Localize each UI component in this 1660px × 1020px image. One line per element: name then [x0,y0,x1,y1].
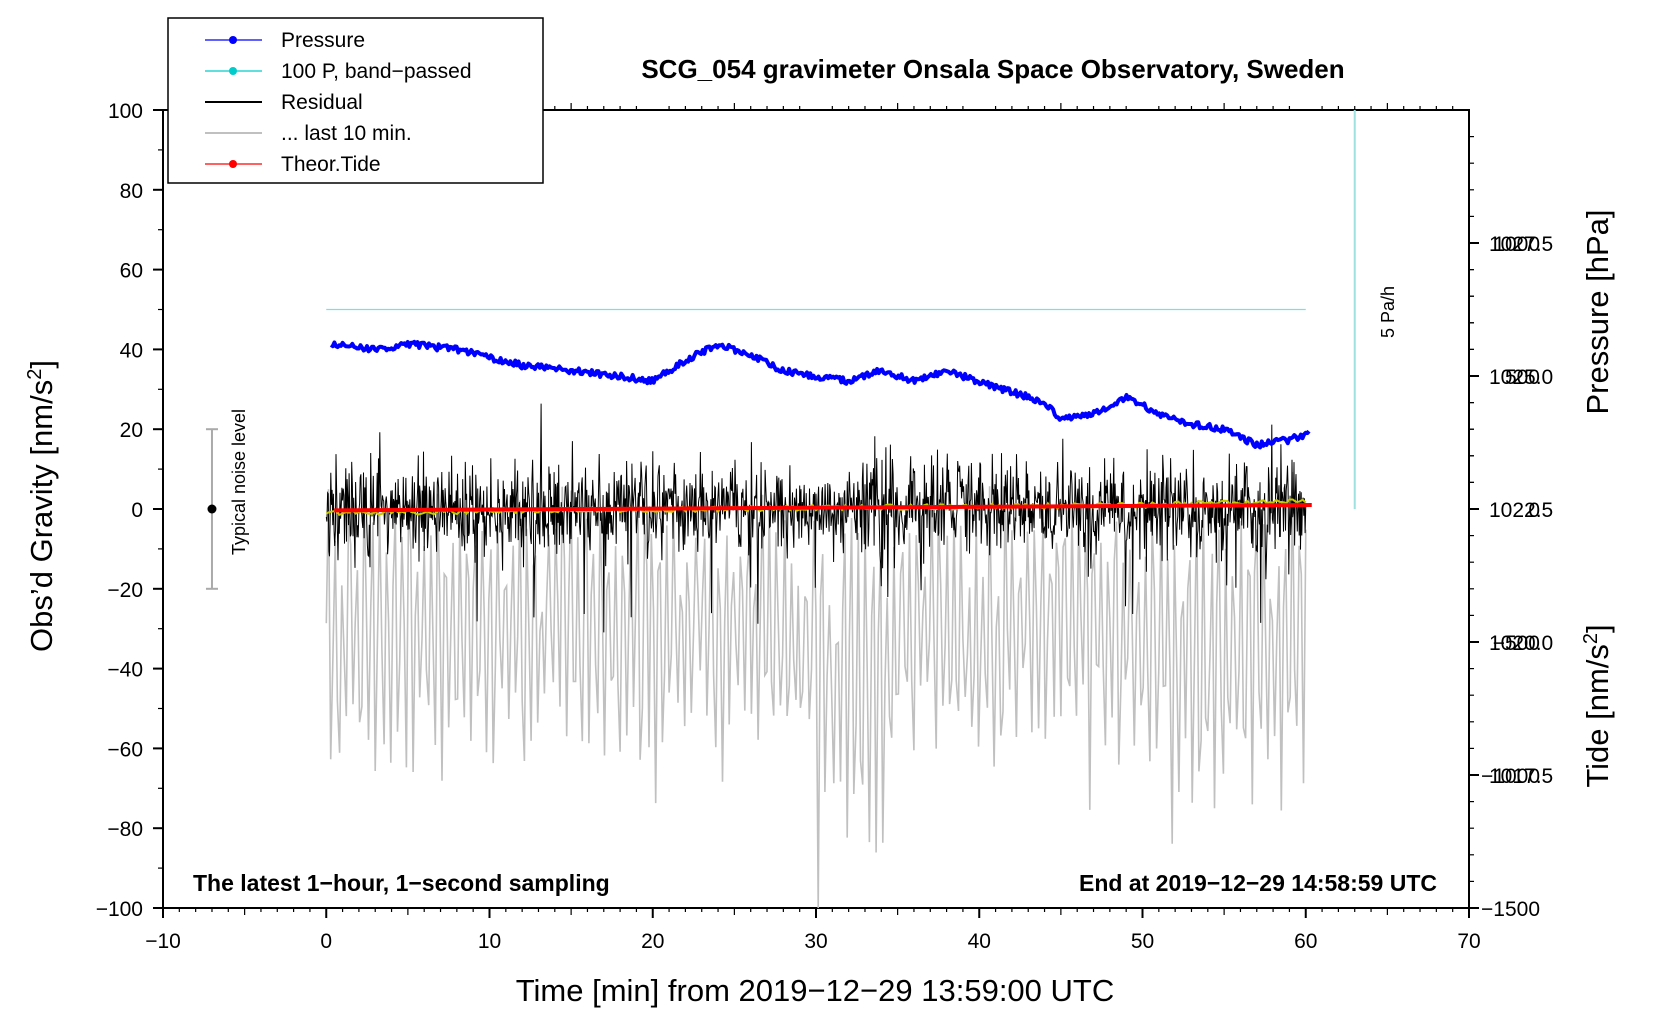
x-axis-ticks: −10 0 10 20 30 40 50 60 70 [145,103,1481,953]
x-tick-label: 70 [1457,930,1480,953]
y-axis-label: Obs’d Gravity [nm/s2] [24,360,59,652]
noise-level-dot [207,504,217,514]
sampling-annotation: The latest 1−hour, 1−second sampling [193,870,610,896]
x-tick-label: 50 [1131,930,1154,953]
y-tick-label: 40 [120,339,143,362]
x-tick-label: 20 [641,930,664,953]
tide-tick-label: −1500 [1481,898,1540,921]
y-tick-label: 20 [120,419,143,442]
tide-tick-label: 1000 [1493,233,1540,256]
pressure-series [329,339,1311,450]
tide-tick-label: −1000 [1481,765,1540,788]
noise-level-label: Typical noise level [229,409,249,555]
x-tick-label: 0 [320,930,332,953]
legend-label: Residual [281,91,363,114]
y-tick-label: 100 [108,100,143,123]
legend-swatch-marker [229,160,237,168]
legend-label: Theor.Tide [281,153,381,176]
x-tick-label: −10 [145,930,181,953]
x-tick-label: 40 [968,930,991,953]
end-time-annotation: End at 2019−12−29 14:58:59 UTC [1079,870,1437,896]
y-tick-label: 0 [131,499,143,522]
legend-label: ... last 10 min. [281,122,412,145]
theoretical-tide-line [334,503,1312,513]
tide-tick-label: 500 [1505,366,1540,389]
last-10-min-line [325,471,1307,909]
legend-label: Pressure [281,29,365,52]
x-tick-label: 60 [1294,930,1317,953]
y-tick-label: 60 [120,260,143,283]
pressure-tick-label: 1027.5 [1489,233,1553,256]
last-10-min-series [325,471,1307,909]
theoretical-tide-series [334,503,1312,513]
pressure-tick-label: 1017.5 [1489,765,1553,788]
y-tick-label: −40 [107,659,143,682]
y-tick-label: −80 [107,818,143,841]
pressure-tick-label: 1020.0 [1489,632,1553,655]
rate-label: 5 Pa/h [1378,286,1398,338]
legend-label: 100 P, band−passed [281,60,472,83]
tide-axis-label: Tide [nm/s2] [1580,624,1615,787]
legend-box [167,17,544,184]
pressure-tick-label: 1022.5 [1489,499,1553,522]
legend-swatch-marker [229,67,237,75]
legend: Pressure 100 P, band−passed Residual ... la… [167,17,544,184]
y-tick-label: −100 [96,898,143,921]
noise-level-indicator: Typical noise level [205,409,249,590]
pressure-tick-label: 1025.0 [1489,366,1553,389]
pressure-line [329,339,1311,450]
y-tick-label: 80 [120,180,143,203]
legend-swatch-marker [229,36,237,44]
tide-tick-label: 0 [1528,499,1540,522]
y-axis-ticks: 100 80 60 40 20 0 −20 −40 −60 −80 −100 [96,100,163,921]
chart-title: SCG_054 gravimeter Onsala Space Observat… [641,54,1344,84]
tide-axis-ticks: 1000 500 0 −500 −1000 −1500 [1469,233,1540,921]
y-tick-label: −20 [107,579,143,602]
x-tick-label: 10 [478,930,501,953]
y-tick-label: −60 [107,738,143,761]
pressure-axis-label: Pressure [hPa] [1580,209,1615,414]
x-axis-label: Time [min] from 2019−12−29 13:59:00 UTC [516,973,1115,1008]
tide-tick-label: −500 [1493,632,1540,655]
x-tick-label: 30 [804,930,827,953]
